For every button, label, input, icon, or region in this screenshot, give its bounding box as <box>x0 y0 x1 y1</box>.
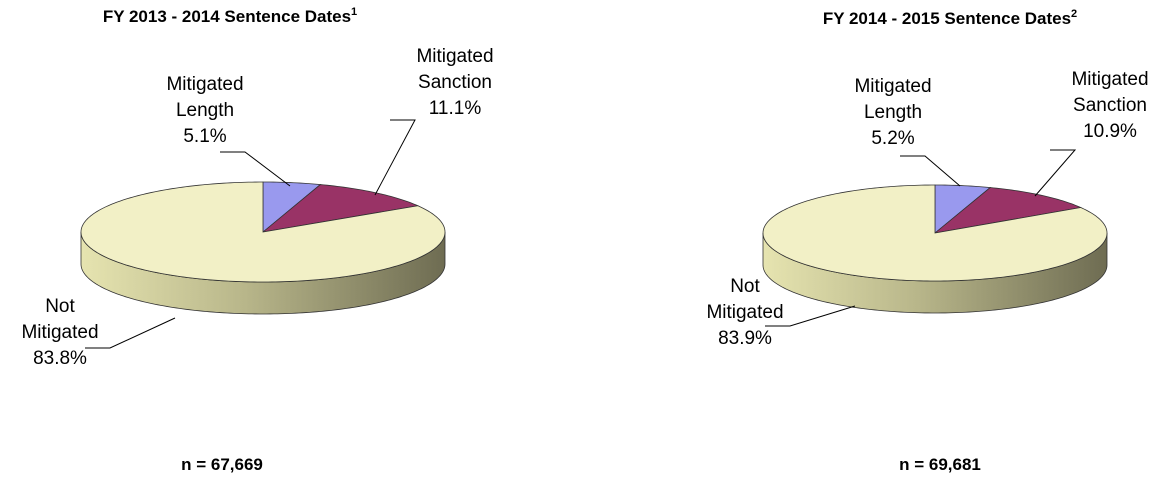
label-line: Mitigated <box>166 74 243 95</box>
pie-slice <box>933 187 1083 234</box>
label-line: Not <box>45 296 75 317</box>
value-label: 83.9% <box>718 328 772 349</box>
chart-title: FY 2014 - 2015 Sentence Dates2 <box>823 8 1077 28</box>
slice-label: Mitigated Sanction <box>1071 69 1148 116</box>
label-line: Length <box>176 100 234 121</box>
annotation: n = 69,681 <box>899 455 981 474</box>
title-note: 1 <box>351 6 357 18</box>
title-note: 2 <box>1071 8 1077 20</box>
value-label: 5.1% <box>183 126 226 147</box>
slice-label: Mitigated Sanction <box>416 46 493 93</box>
leader-line <box>765 305 856 327</box>
label-line: Mitigated <box>21 322 98 343</box>
label-line: Mitigated <box>416 46 493 67</box>
value-label: 10.9% <box>1083 121 1137 142</box>
title-text: FY 2013 - 2014 Sentence Dates <box>103 7 351 26</box>
title-text: FY 2014 - 2015 Sentence Dates <box>823 9 1071 28</box>
leader-line <box>900 155 961 187</box>
label-line: Mitigated <box>854 76 931 97</box>
slice-label: Mitigated Length <box>854 76 931 123</box>
leader-line <box>220 151 291 187</box>
label-line: Mitigated <box>706 302 783 323</box>
slice-label: Not Mitigated <box>21 296 98 343</box>
label-line: Sanction <box>418 72 492 93</box>
pie-slice <box>262 181 322 233</box>
label-line: Sanction <box>1073 95 1147 116</box>
leader-line <box>1034 149 1077 197</box>
value-label: 5.2% <box>871 128 914 149</box>
annotation: n = 67,669 <box>181 455 263 474</box>
leader-line <box>85 317 176 349</box>
value-label: 83.8% <box>33 348 87 369</box>
pie-slice <box>934 184 992 234</box>
slice-label: Mitigated Length <box>166 74 243 121</box>
leader-line <box>374 119 416 196</box>
label-line: Not <box>730 276 760 297</box>
pie-slice <box>762 184 1108 282</box>
chart-title: FY 2013 - 2014 Sentence Dates1 <box>103 6 357 26</box>
value-label: 11.1% <box>429 98 482 119</box>
slice-label: Not Mitigated <box>706 276 783 323</box>
label-line: Mitigated <box>1071 69 1148 90</box>
pie-slice <box>80 181 446 283</box>
label-line: Length <box>864 102 922 123</box>
